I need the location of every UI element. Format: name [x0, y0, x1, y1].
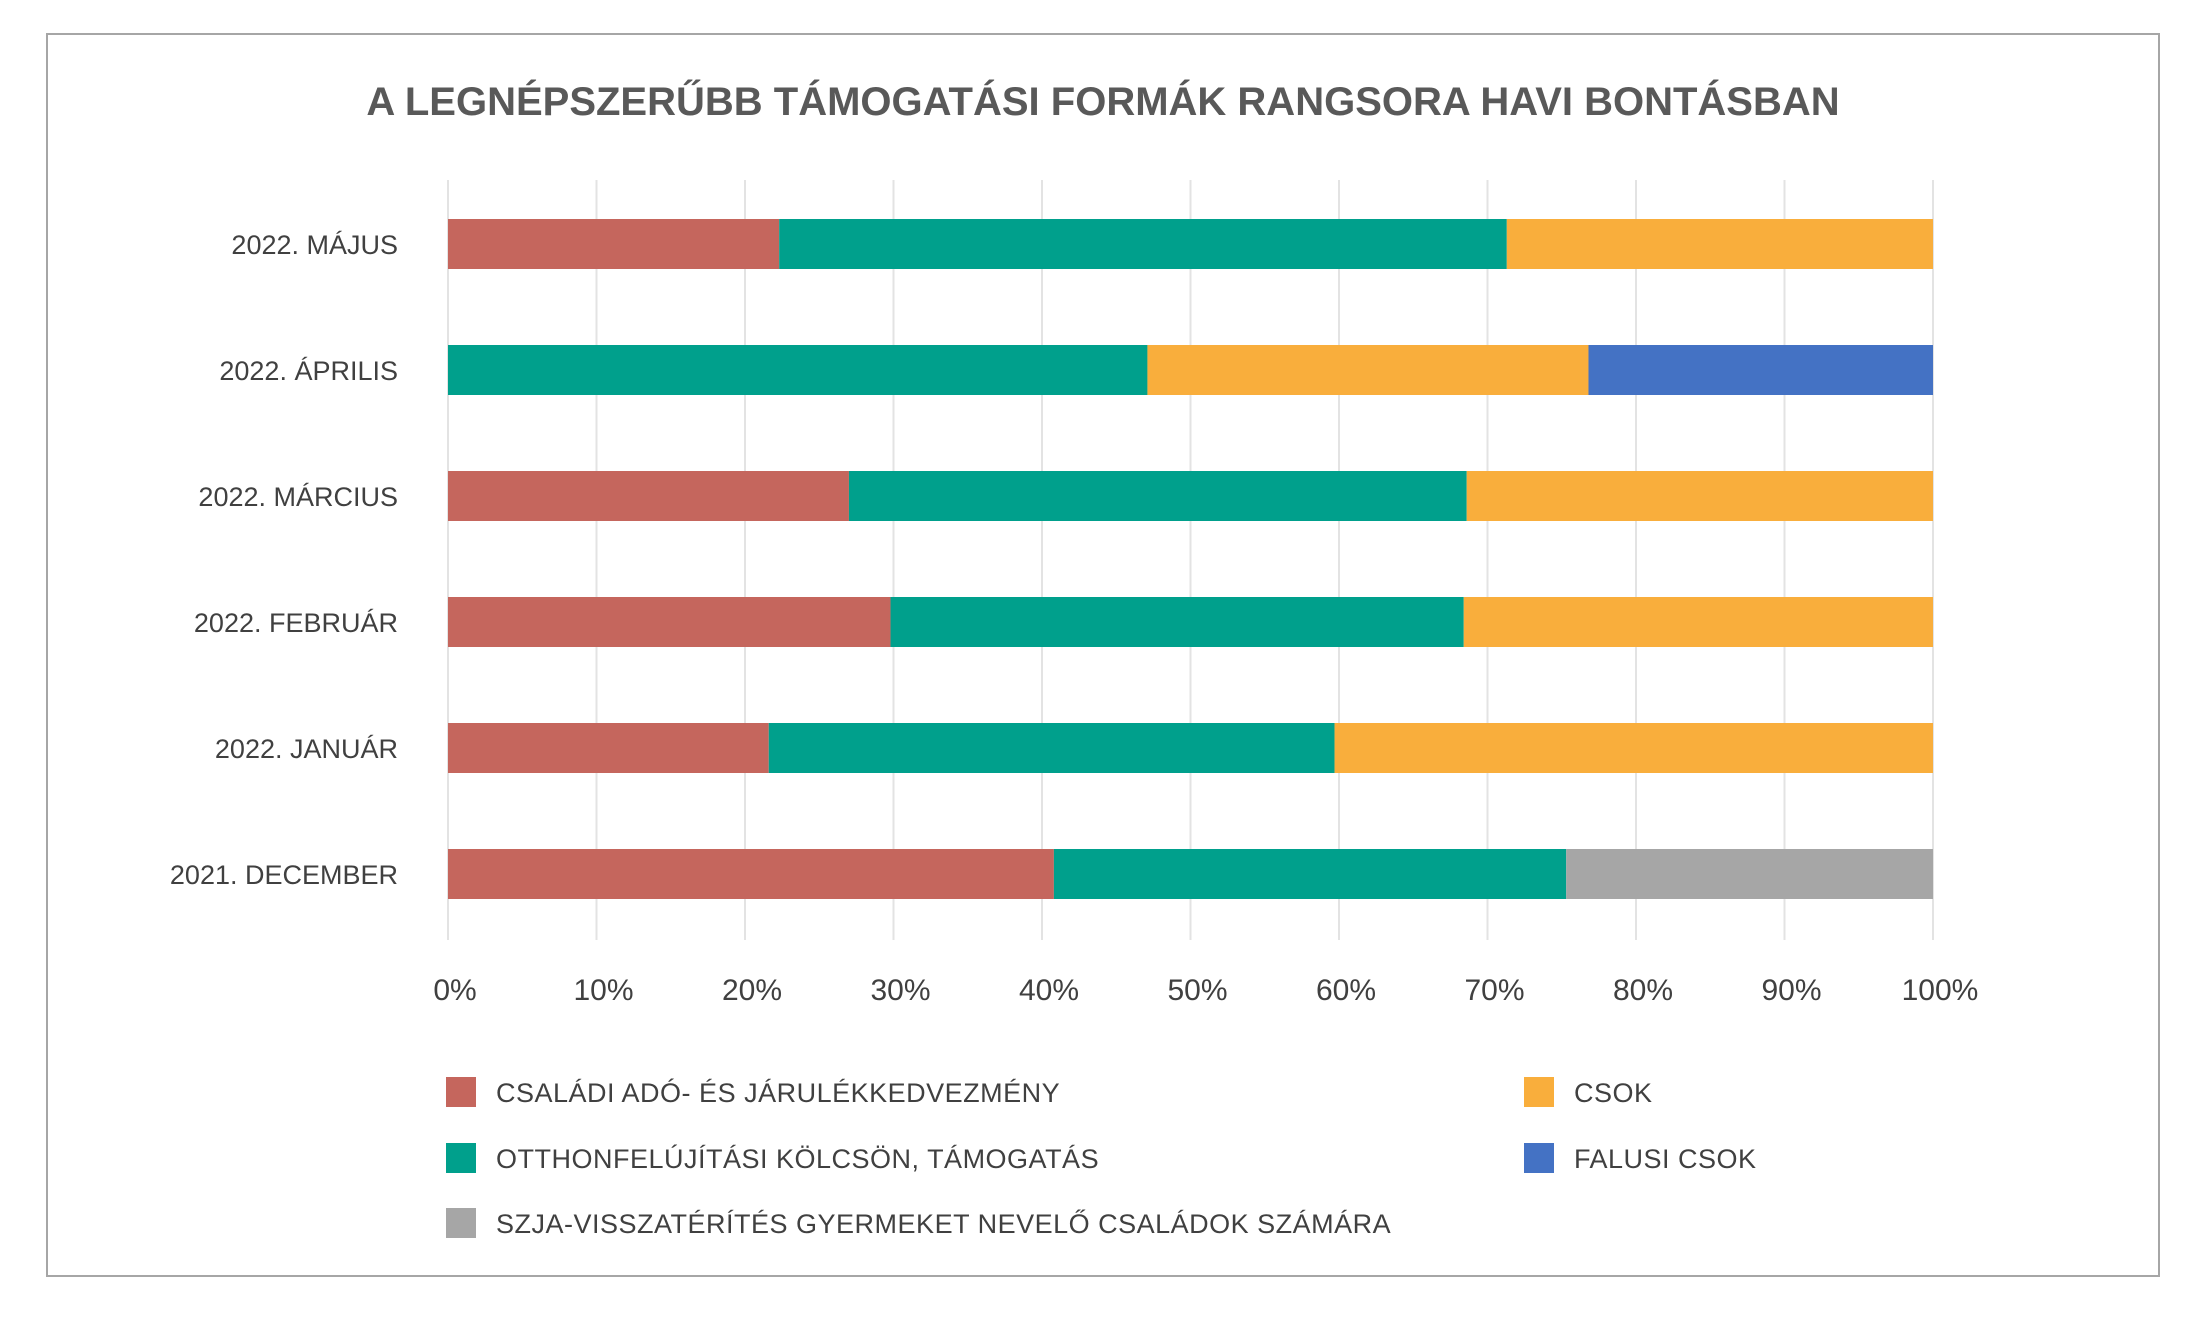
bar-segment [1147, 345, 1589, 395]
bar-segment [448, 471, 849, 521]
x-tick-label: 20% [722, 974, 782, 1007]
x-tick-label: 70% [1464, 974, 1524, 1007]
bar-segment [1506, 219, 1933, 269]
legend-label: CSOK [1574, 1078, 1653, 1108]
category-labels: 2022. MÁJUS 2022. ÁPRILIS 2022. MÁRCIUS 202… [170, 230, 398, 890]
legend-label: FALUSI CSOK [1574, 1144, 1757, 1174]
bar-segment [448, 345, 1148, 395]
bar-segment [1588, 345, 1933, 395]
x-tick-label: 40% [1019, 974, 1079, 1007]
bar-segment [768, 723, 1335, 773]
bar-segment [779, 219, 1507, 269]
category-label: 2022. ÁPRILIS [219, 356, 398, 386]
bar-segment [448, 597, 891, 647]
legend-swatch [446, 1143, 476, 1173]
legend-swatch [446, 1077, 476, 1107]
bar-segment [848, 471, 1467, 521]
gridlines [447, 180, 1934, 940]
bar-segment [1334, 723, 1933, 773]
bars [448, 219, 1933, 899]
bar-segment [1466, 471, 1933, 521]
legend: CSALÁDI ADÓ- ÉS JÁRULÉKKEDVEZMÉNY CSOK OTT… [446, 1077, 1757, 1239]
x-axis-tick-labels: 0% 10% 20% 30% 40% 50% 60% 70% 80% 90% 100% [433, 974, 1978, 1007]
bar-segment [448, 219, 780, 269]
x-tick-label: 100% [1902, 974, 1979, 1007]
x-tick-label: 0% [433, 974, 476, 1007]
legend-label: OTTHONFELÚJÍTÁSI KÖLCSÖN, TÁMOGATÁS [496, 1143, 1099, 1174]
bar-segment [448, 723, 769, 773]
x-tick-label: 30% [870, 974, 930, 1007]
category-label: 2021. DECEMBER [170, 860, 398, 890]
legend-label: CSALÁDI ADÓ- ÉS JÁRULÉKKEDVEZMÉNY [496, 1077, 1060, 1108]
x-tick-label: 80% [1613, 974, 1673, 1007]
legend-label: SZJA-VISSZATÉRÍTÉS GYERMEKET NEVELŐ CSAL… [496, 1208, 1391, 1239]
x-tick-label: 90% [1761, 974, 1821, 1007]
x-tick-label: 10% [573, 974, 633, 1007]
chart-title: A LEGNÉPSZERŰBB TÁMOGATÁSI FORMÁK RANGSO… [366, 78, 1839, 124]
category-label: 2022. JANUÁR [215, 734, 398, 764]
bar-segment [1463, 597, 1933, 647]
legend-swatch [1524, 1077, 1554, 1107]
legend-swatch [1524, 1143, 1554, 1173]
category-label: 2022. FEBRUÁR [194, 608, 398, 638]
bar-segment [1566, 849, 1933, 899]
bar-segment [890, 597, 1464, 647]
category-label: 2022. MÁJUS [231, 230, 398, 260]
legend-swatch [446, 1208, 476, 1238]
bar-segment [1053, 849, 1567, 899]
x-tick-label: 50% [1167, 974, 1227, 1007]
bar-segment [448, 849, 1054, 899]
category-label: 2022. MÁRCIUS [198, 482, 398, 512]
x-tick-label: 60% [1316, 974, 1376, 1007]
